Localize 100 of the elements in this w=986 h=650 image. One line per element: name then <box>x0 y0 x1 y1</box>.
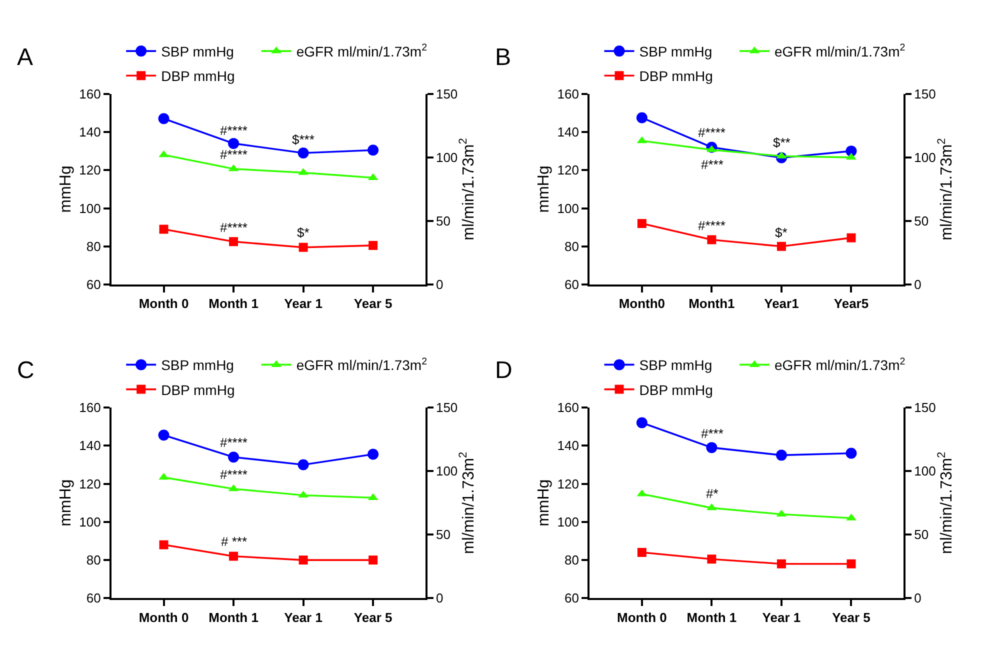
y2-tick-label: 100 <box>436 150 458 165</box>
y-tick-label: 80 <box>86 552 101 568</box>
point <box>368 144 379 156</box>
point <box>776 242 786 251</box>
x-tick-label: Year 1 <box>284 296 322 312</box>
x-tick-label: Month 0 <box>138 610 189 625</box>
x-tick-label: Month 0 <box>617 610 667 625</box>
x-tick-label: Month0 <box>618 296 666 312</box>
y-tick-label: 60 <box>564 590 579 606</box>
point <box>158 430 170 441</box>
annotation: #**** <box>698 125 726 140</box>
point <box>636 417 648 428</box>
legend-label: DBP mmHg <box>161 68 235 84</box>
annotation: $* <box>297 225 310 240</box>
point <box>298 459 309 470</box>
y2-tick-label: 50 <box>914 527 929 542</box>
annotation: # *** <box>221 534 248 549</box>
y-tick-label: 120 <box>557 476 579 492</box>
x-tick-label: Month 1 <box>208 296 258 312</box>
annotation: $** <box>773 135 790 150</box>
point <box>229 552 238 561</box>
point <box>846 233 856 242</box>
annotation: #**** <box>698 218 726 233</box>
y-tick-label: 120 <box>79 476 101 492</box>
legend-label: SBP mmHg <box>161 357 234 374</box>
point <box>846 146 857 157</box>
point <box>228 138 240 149</box>
legend-label: SBP mmHg <box>639 44 712 60</box>
annotation: $* <box>775 225 788 240</box>
point <box>637 219 646 228</box>
point <box>158 150 169 158</box>
point <box>707 554 716 564</box>
x-tick-label: Year 5 <box>354 296 392 312</box>
y-axis-title: mmHg <box>58 166 75 213</box>
y-tick-label: 100 <box>557 200 579 216</box>
y2-tick-label: 50 <box>436 214 450 229</box>
point <box>159 540 168 550</box>
point <box>228 452 240 463</box>
point <box>636 112 648 124</box>
point <box>368 240 378 250</box>
y2-tick-label: 150 <box>914 400 936 416</box>
annotation: #**** <box>220 123 248 138</box>
legend-label: DBP mmHg <box>161 382 235 398</box>
y2-tick-label: 150 <box>436 400 458 416</box>
annotation: $*** <box>292 132 314 147</box>
y-tick-label: 60 <box>86 277 101 292</box>
y2-tick-label: 0 <box>436 590 444 606</box>
point <box>368 448 379 460</box>
x-tick-label: Year1 <box>764 296 799 312</box>
annotation: #* <box>706 486 718 501</box>
y-tick-label: 60 <box>86 590 101 606</box>
y2-tick-label: 150 <box>436 86 458 102</box>
y2-tick-label: 0 <box>436 277 444 292</box>
point <box>159 224 168 234</box>
x-tick-label: Year 1 <box>762 610 801 625</box>
y-tick-label: 140 <box>79 124 101 140</box>
point <box>846 152 856 160</box>
point <box>158 472 169 480</box>
point <box>298 242 308 252</box>
point <box>637 548 646 557</box>
legend-label: SBP mmHg <box>161 44 234 60</box>
y-tick-label: 100 <box>79 200 101 216</box>
y-tick-label: 80 <box>564 552 579 568</box>
legend-label: eGFR ml/min/1.73m$^{2}$ <box>774 356 906 374</box>
y-tick-label: 120 <box>79 162 101 178</box>
x-tick-label: Year 5 <box>354 610 392 625</box>
point <box>776 559 786 568</box>
y-tick-label: 160 <box>557 86 579 102</box>
y2-tick-label: 0 <box>914 590 922 606</box>
y-tick-label: 100 <box>557 514 579 530</box>
y-tick-label: 140 <box>557 124 579 140</box>
point <box>158 113 170 124</box>
legend-label: DBP mmHg <box>639 68 713 84</box>
y-axis-title: mmHg <box>58 479 75 526</box>
point <box>298 147 309 158</box>
chart-title: B <box>495 44 512 71</box>
legend-label: eGFR ml/min/1.73m$^{2}$ <box>296 42 428 60</box>
annotation: #**** <box>220 467 248 482</box>
y-tick-label: 120 <box>557 162 579 178</box>
y-tick-label: 160 <box>557 400 579 416</box>
y2-tick-label: 100 <box>914 150 936 165</box>
y-tick-label: 100 <box>79 514 101 530</box>
y2-tick-label: 150 <box>914 86 936 102</box>
point <box>707 235 716 244</box>
legend-label: SBP mmHg <box>639 357 712 374</box>
y-tick-label: 80 <box>564 238 579 254</box>
x-tick-label: Year 5 <box>832 610 870 625</box>
y2-tick-label: 100 <box>914 464 936 479</box>
point <box>776 450 787 461</box>
x-tick-label: Year5 <box>834 296 869 312</box>
annotation: #*** <box>701 426 724 441</box>
y2-tick-label: 50 <box>914 214 929 229</box>
y2-tick-label: 0 <box>914 277 922 292</box>
legend-label: eGFR ml/min/1.73m$^{2}$ <box>774 42 906 60</box>
legend-label: eGFR ml/min/1.73m$^{2}$ <box>296 356 428 374</box>
chart-title: D <box>495 357 512 384</box>
legend-label: DBP mmHg <box>639 382 713 398</box>
y2-tick-label: 100 <box>436 464 458 479</box>
x-tick-label: Month1 <box>688 296 735 312</box>
point <box>846 448 857 459</box>
